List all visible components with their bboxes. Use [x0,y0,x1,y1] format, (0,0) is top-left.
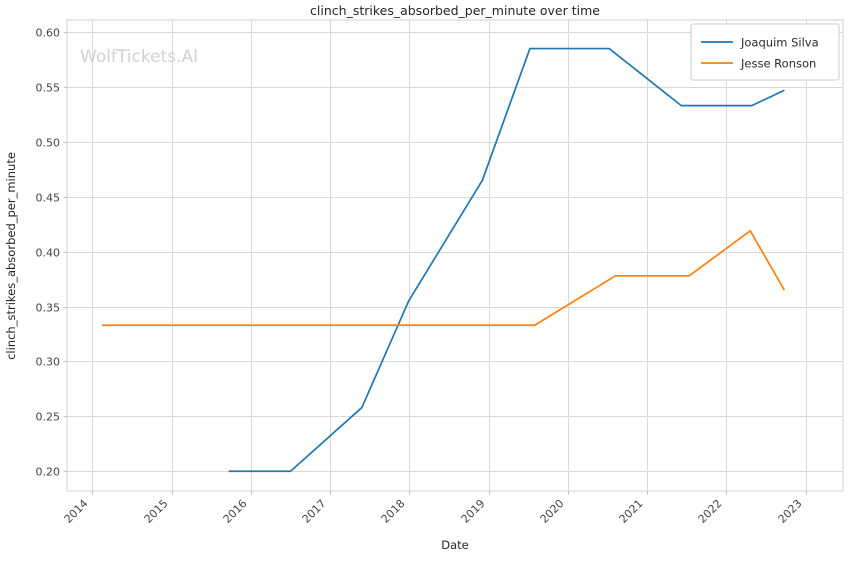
x-tick-marks [92,491,807,495]
series-line-2 [101,229,786,327]
y-tick-label: 0.60 [36,27,61,40]
legend-label-2[interactable]: Jesse Ronson [740,57,816,71]
y-gridlines [67,32,843,472]
y-tick-label: 0.20 [36,466,61,479]
chart-title: clinch_strikes_absorbed_per_minute over … [310,3,600,18]
legend-label-1[interactable]: Joaquim Silva [740,36,819,50]
y-tick-label: 0.30 [36,356,61,369]
y-tick-label: 0.35 [36,302,61,315]
plot-area-border [66,19,844,492]
x-axis-label: Date [441,538,469,552]
watermark-text: WolfTickets.AI [80,47,198,67]
series-line-1 [228,47,785,473]
y-tick-label: 0.55 [36,82,61,95]
series-lines [101,47,786,473]
chart-legend[interactable]: Joaquim Silva Jesse Ronson [690,23,840,81]
y-tick-marks [63,32,67,472]
y-tick-label: 0.40 [36,247,61,260]
y-tick-label: 0.25 [36,411,61,424]
plot-area-background [67,20,843,491]
y-tick-label: 0.50 [36,137,61,150]
x-gridlines [92,20,807,491]
y-tick-label: 0.45 [36,192,61,205]
y-tick-labels: 0.20 0.25 0.30 0.35 0.40 0.45 0.50 0.55 0.60 [36,27,61,479]
y-axis-label: clinch_strikes_absorbed_per_minute [4,152,18,360]
legend-background [690,23,840,81]
